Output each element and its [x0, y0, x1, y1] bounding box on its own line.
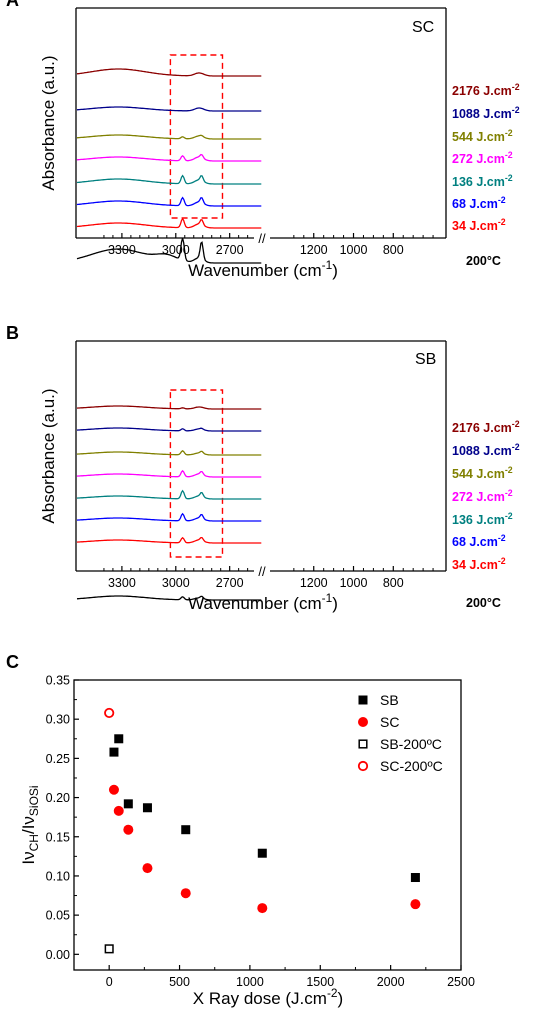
x-tick-label: 1500 [306, 975, 334, 989]
series-label: 68 J.cm-2 [452, 533, 506, 549]
spectrum-line-left [76, 595, 262, 601]
series-label: 200°C [466, 596, 501, 610]
data-point [123, 824, 134, 835]
y-axis-label: IνCH/IνSiOSi [19, 785, 41, 864]
x-axis-label: Wavenumber (cm-1) [188, 591, 338, 613]
legend-label: SC-200ºC [380, 758, 443, 774]
x-tick-label: 800 [383, 576, 404, 590]
y-tick-label: 0.20 [46, 791, 70, 805]
data-point [104, 707, 115, 719]
y-tick-label: 0.10 [46, 869, 70, 883]
series-label: 544 J.cm-2 [452, 465, 513, 481]
data-point [104, 944, 114, 954]
panel-letter: C [6, 652, 19, 672]
x-tick-label: 1000 [340, 243, 368, 257]
x-tick-label: 1000 [340, 576, 368, 590]
y-tick-label: 0.25 [46, 752, 70, 766]
x-axis-label: X Ray dose (J.cm-2) [193, 986, 343, 1008]
x-tick-label: 2000 [377, 975, 405, 989]
spectrum-line-left [76, 449, 262, 456]
legend-marker [358, 695, 368, 705]
y-tick-label: 0.00 [46, 948, 70, 962]
x-tick-label: 3000 [162, 576, 190, 590]
y-tick-label: 0.35 [46, 674, 70, 688]
spectrum-line-left [76, 536, 262, 544]
panel-letter: A [6, 0, 19, 10]
y-tick-label: 0.05 [46, 909, 70, 923]
data-point [180, 888, 191, 899]
legend-label: SC [380, 714, 399, 730]
x-tick-label: 1000 [236, 975, 264, 989]
series-label: 2176 J.cm-2 [452, 419, 520, 435]
legend-marker [358, 717, 368, 727]
legend-label: SB [380, 692, 399, 708]
series-label: 34 J.cm-2 [452, 217, 506, 233]
spectrum-line-left [76, 405, 262, 410]
x-tick-label: 3300 [108, 243, 136, 257]
series-label: 544 J.cm-2 [452, 128, 513, 144]
data-point [123, 799, 133, 809]
spectrum-line-left [76, 489, 262, 500]
series-label: 272 J.cm-2 [452, 150, 513, 166]
x-tick-label: 2500 [447, 975, 475, 989]
spectrum-line-left [76, 134, 262, 140]
spectrum-line-left [76, 106, 262, 112]
data-point [142, 863, 153, 874]
highlight-box [169, 54, 224, 219]
data-point [108, 784, 119, 795]
axis-break-mark: // [258, 231, 266, 246]
legend-label: SB-200ºC [380, 736, 442, 752]
spectrum-line-left [76, 217, 262, 229]
y-tick-label: 0.30 [46, 713, 70, 727]
plot-frame [73, 679, 462, 971]
x-tick-label: 3000 [162, 243, 190, 257]
x-tick-label: 1200 [300, 243, 328, 257]
series-label: 68 J.cm-2 [452, 195, 506, 211]
x-tick-label: 500 [169, 975, 190, 989]
y-axis-label: Absorbance (a.u.) [39, 55, 58, 190]
spectrum-line-left [76, 68, 262, 77]
spectrum-line-left [76, 469, 262, 478]
x-tick-label: 2700 [216, 243, 244, 257]
x-axis-label: Wavenumber (cm-1) [188, 258, 338, 280]
panel-letter: B [6, 323, 19, 343]
series-label: 1088 J.cm-2 [452, 442, 520, 458]
series-label: 2176 J.cm-2 [452, 82, 520, 98]
series-label: 272 J.cm-2 [452, 488, 513, 504]
spectrum-line-left [76, 174, 262, 185]
data-point [410, 873, 420, 883]
y-axis-label: Absorbance (a.u.) [39, 388, 58, 523]
x-tick-label: 2700 [216, 576, 244, 590]
series-label: 136 J.cm-2 [452, 511, 513, 527]
x-tick-label: 800 [383, 243, 404, 257]
data-point [142, 803, 152, 813]
data-point [114, 734, 124, 744]
series-label: 34 J.cm-2 [452, 556, 506, 572]
data-point [109, 747, 119, 757]
legend-marker [358, 739, 368, 749]
y-tick-label: 0.15 [46, 830, 70, 844]
data-point [257, 903, 268, 914]
series-label: 1088 J.cm-2 [452, 105, 520, 121]
legend-marker [357, 760, 369, 772]
series-label: 200°C [466, 254, 501, 268]
spectrum-line-left [76, 153, 262, 162]
spectrum-line-left [76, 237, 262, 264]
data-point [257, 848, 267, 858]
spectrum-line-left [76, 427, 262, 432]
series-label: 136 J.cm-2 [452, 173, 513, 189]
spectrum-line-left [76, 512, 262, 522]
spectrum-line-left [76, 196, 262, 207]
x-tick-label: 0 [106, 975, 113, 989]
x-tick-label: 3300 [108, 576, 136, 590]
data-point [181, 825, 191, 835]
highlight-box [169, 389, 224, 558]
sample-tag: SC [412, 19, 434, 36]
sample-tag: SB [415, 351, 436, 368]
data-point [410, 899, 421, 910]
x-tick-label: 1200 [300, 576, 328, 590]
data-point [113, 805, 124, 816]
axis-break-mark: // [258, 564, 266, 579]
